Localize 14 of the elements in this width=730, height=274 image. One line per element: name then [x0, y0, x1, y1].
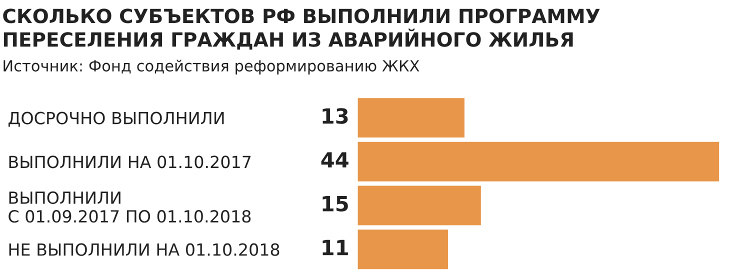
bar	[358, 142, 720, 182]
data-label: 15	[322, 196, 348, 212]
bar	[358, 186, 481, 226]
text: Источник: Фонд содействия реформированию ЖКХ	[4, 60, 420, 75]
data-label: 44	[321, 152, 348, 168]
y-tick-label: НЕ ВЫПОЛНИЛИ НА 01.10.2018	[9, 243, 280, 256]
data-label: 13	[322, 108, 348, 124]
y-tick-label: ВЫПОЛНИЛИ С 01.09.2017 ПО 01.10.2018	[8, 191, 251, 223]
y-tick-label: ДОСРОЧНО ВЫПОЛНИЛИ	[8, 112, 224, 127]
y-tick-label: ВЫПОЛНИЛИ НА 01.10.2017	[9, 156, 251, 168]
chart-title: СКОЛЬКО СУБЪЕКТОВ РФ ВЫПОЛНИЛИ ПРОГРАММУ ПЕРЕСЕЛЕНИЯ ГРАЖДАН ИЗ АВАРИЙНОГО ЖИЛЬЯ	[3, 8, 600, 50]
bar	[358, 230, 448, 270]
bar	[358, 98, 464, 138]
data-label: 11	[322, 240, 348, 256]
